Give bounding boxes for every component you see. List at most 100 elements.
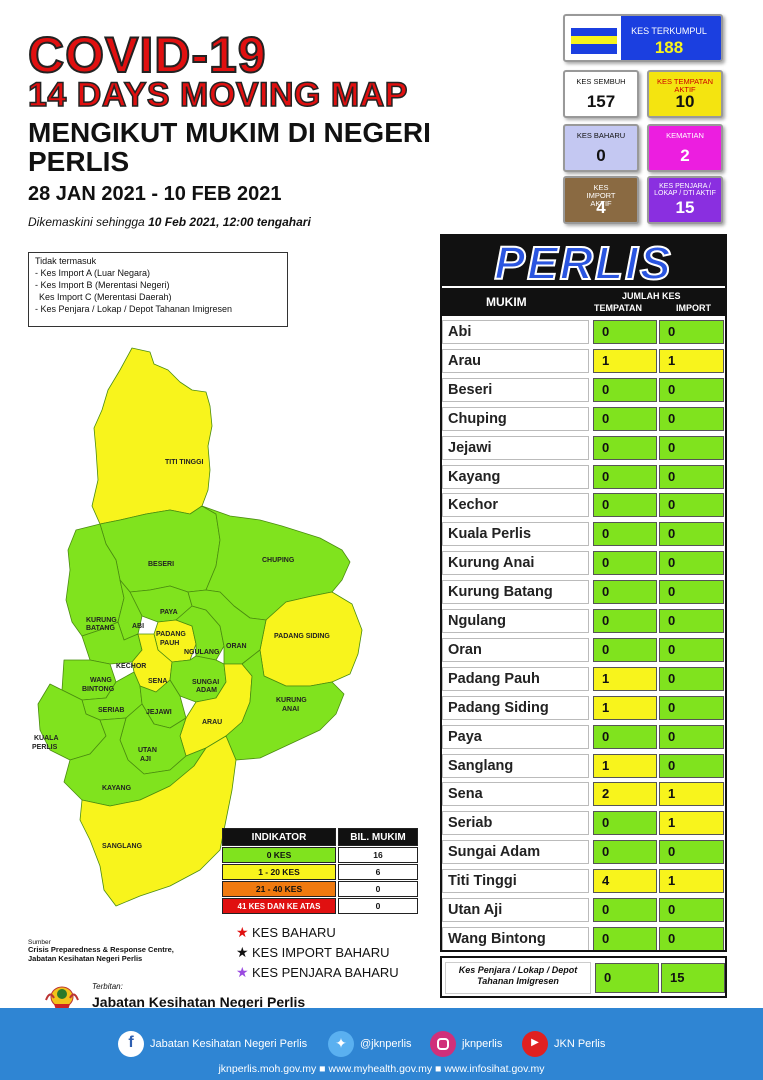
- mukim-name: Chuping: [442, 406, 589, 431]
- import-cell: 1: [659, 811, 724, 836]
- source-line: Jabatan Kesihatan Negeri Perlis: [28, 954, 143, 964]
- mukim-name: Abi: [442, 320, 589, 344]
- tempatan-aktif-label: KES TEMPATAN AKTIF: [656, 77, 714, 94]
- label-kayang: KAYANG: [102, 785, 132, 792]
- note-heading: Tidak termasuk: [35, 256, 97, 266]
- mukim-name: Jejawi: [442, 435, 589, 460]
- tempatan-cell: 0: [593, 551, 657, 576]
- mukim-name: Utan Aji: [442, 898, 589, 922]
- penjara-row: Kes Penjara / Lokap / Depot Tahanan Imig…: [440, 956, 727, 998]
- import-cell: 0: [659, 551, 724, 576]
- mukim-name: Paya: [442, 724, 589, 749]
- kematian-value: 2: [680, 146, 690, 165]
- terkumpul-value: 188: [654, 38, 684, 57]
- mukim-name: Oran: [442, 637, 589, 662]
- star-label: KES PENJARA BAHARU: [252, 965, 399, 980]
- label-sungai-adam: SUNGAI: [192, 679, 219, 686]
- label-ngulang: NGULANG: [184, 649, 220, 656]
- mukim-name: Padang Pauh: [442, 666, 589, 691]
- footer-urls: jknperlis.moh.gov.my ■ www.myhealth.gov.…: [218, 1063, 545, 1075]
- title-moving-map: 14 DAYS MOVING MAP: [27, 76, 408, 114]
- label-kuala-perlis: PERLIS: [32, 744, 58, 751]
- twitter-label: @jknperlis: [360, 1038, 412, 1050]
- label-beseri: BESERI: [148, 561, 174, 568]
- legend-row-count: 0: [338, 881, 418, 897]
- import-cell: 0: [659, 609, 724, 633]
- import-cell: 0: [659, 377, 724, 402]
- black-star-icon: ★: [236, 944, 249, 960]
- tempatan-cell: 0: [593, 493, 657, 518]
- mukim-name: Kurung Anai: [442, 551, 589, 576]
- label-oran: ORAN: [226, 643, 247, 650]
- import-cell: 0: [659, 926, 724, 951]
- import-cell: 0: [659, 637, 724, 662]
- title-covid: COVID-19: [27, 27, 267, 83]
- twitter-link[interactable]: ✦ @jknperlis: [328, 1030, 412, 1058]
- tempatan-cell: 0: [593, 637, 657, 662]
- table-row: Arau 1 1: [440, 346, 727, 375]
- terkumpul-label: KES TERKUMPUL: [631, 26, 707, 36]
- facebook-link[interactable]: f Jabatan Kesihatan Negeri Perlis: [118, 1030, 307, 1058]
- table-title: PERLIS: [493, 236, 673, 290]
- table-row: Wang Bintong 0 0: [440, 924, 727, 953]
- penjara-aktif-value: 15: [675, 198, 695, 217]
- instagram-icon: [430, 1031, 456, 1057]
- legend-row-label: 1 - 20 KES: [222, 864, 336, 880]
- label-titi-tinggi: TITI TINGGI: [165, 459, 204, 466]
- mukim-name: Sena: [442, 782, 589, 807]
- stat-import-aktif: KES IMPORT AKTIF 4: [563, 176, 639, 224]
- youtube-link[interactable]: ▶ JKN Perlis: [522, 1030, 605, 1058]
- legend-row-count: 16: [338, 847, 418, 863]
- table-row: Oran 0 0: [440, 635, 727, 664]
- import-cell: 0: [659, 493, 724, 518]
- table-row: Titi Tinggi 4 1: [440, 866, 727, 895]
- stat-baharu: KES BAHARU 0: [563, 124, 639, 172]
- import-cell: 0: [659, 320, 724, 344]
- table-row: Padang Pauh 1 0: [440, 664, 727, 693]
- region-kurung-anai: [225, 649, 345, 761]
- mukim-name: Sungai Adam: [442, 840, 589, 865]
- table-row: Beseri 0 0: [440, 375, 727, 404]
- tempatan-cell: 0: [593, 840, 657, 865]
- import-cell: 1: [659, 782, 724, 807]
- tempatan-cell: 2: [593, 782, 657, 807]
- label-kuala-perlis: KUALA: [34, 735, 59, 742]
- label-sungai-adam: ADAM: [196, 687, 217, 694]
- star-legend: ★ KES BAHARU ★ KES IMPORT BAHARU ★ KES PENJ…: [236, 922, 399, 982]
- sembuh-value: 157: [586, 92, 616, 111]
- terkumpul-swatch: [571, 28, 617, 54]
- import-cell: 0: [659, 464, 724, 489]
- tempatan-cell: 1: [593, 348, 657, 373]
- col-tempatan: TEMPATAN: [594, 303, 642, 313]
- tempatan-cell: 0: [593, 724, 657, 749]
- legend-row-label: 41 KES DAN KE ATAS: [222, 898, 336, 914]
- legend-head-indikator: INDIKATOR: [222, 828, 336, 846]
- label-padang-pauh: PAUH: [160, 640, 179, 647]
- source-note: Sumber Crisis Preparedness & Response Ce…: [28, 939, 174, 964]
- label-seriab: SERIAB: [98, 707, 124, 714]
- penjara-label: Kes Penjara / Lokap / Depot Tahanan Imig…: [445, 962, 591, 994]
- import-cell: 1: [659, 348, 724, 373]
- source-label: Sumber: [28, 939, 51, 946]
- label-wang-bintong: WANG: [90, 677, 112, 684]
- label-jejawi: JEJAWI: [146, 709, 172, 716]
- subtitle: MENGIKUT MUKIM DI NEGERI PERLIS: [28, 117, 431, 178]
- mukim-name: Sanglang: [442, 753, 589, 778]
- label-sanglang: SANGLANG: [102, 843, 143, 850]
- table-row: Kechor 0 0: [440, 490, 727, 519]
- red-star-icon: ★: [236, 924, 249, 940]
- date-range: 28 JAN 2021 - 10 FEB 2021: [28, 183, 282, 205]
- stat-sembuh: KES SEMBUH 157: [563, 70, 639, 118]
- legend-head-bil: BIL. MUKIM: [338, 828, 418, 846]
- import-cell: 0: [659, 898, 724, 922]
- mukim-name: Arau: [442, 348, 589, 373]
- label-kurung-anai: ANAI: [282, 706, 299, 713]
- tempatan-cell: 0: [593, 406, 657, 431]
- table-row: Paya 0 0: [440, 722, 727, 751]
- tempatan-cell: 1: [593, 666, 657, 691]
- tempatan-cell: 0: [593, 811, 657, 836]
- label-kurung-batang: BATANG: [86, 625, 115, 632]
- penjara-import: 15: [661, 963, 725, 993]
- instagram-link[interactable]: jknperlis: [430, 1030, 502, 1058]
- table-row: Kayang 0 0: [440, 462, 727, 491]
